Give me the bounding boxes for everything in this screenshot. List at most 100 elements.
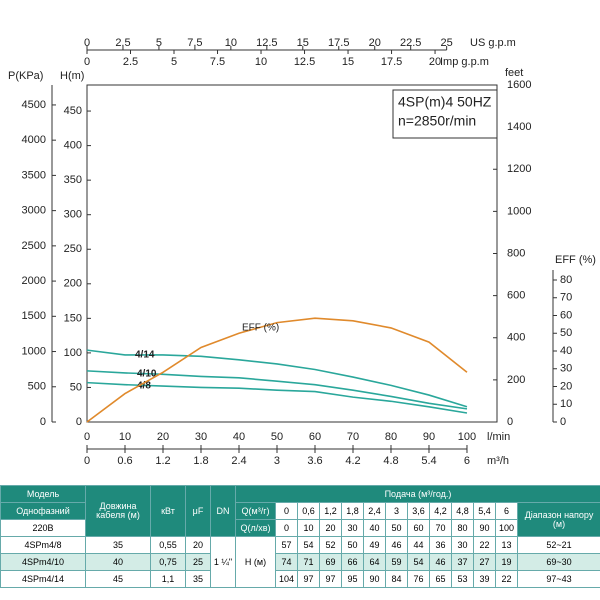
header-value: 3 <box>385 502 408 520</box>
value-cell: 84 <box>385 570 408 588</box>
value-cell: 97 <box>297 570 320 588</box>
axis-label: feet <box>505 67 523 79</box>
header-value: 70 <box>429 519 452 537</box>
tick-label: 200 <box>64 278 82 290</box>
tick-label: 600 <box>507 290 525 302</box>
value-cell: 54 <box>297 536 320 554</box>
header-value: 3,6 <box>407 502 430 520</box>
cell: 0,75 <box>150 553 186 571</box>
header-value: 2,4 <box>363 502 386 520</box>
header-value: 4,2 <box>429 502 452 520</box>
head-curve <box>86 381 468 414</box>
axis-label: H(m) <box>60 70 84 82</box>
cell: 1,1 <box>150 570 186 588</box>
value-cell: 39 <box>473 570 496 588</box>
tick-label: 15 <box>297 37 309 49</box>
value-cell: 52 <box>319 536 342 554</box>
tick-label: 22.5 <box>400 37 421 49</box>
tick-label: 4000 <box>22 134 46 146</box>
tick-label: 10 <box>119 431 131 443</box>
header-cell: Однофазний <box>0 502 86 520</box>
value-cell: 46 <box>385 536 408 554</box>
tick-label: 5.4 <box>421 455 436 467</box>
header-value: 0 <box>275 502 298 520</box>
value-cell: 64 <box>363 553 386 571</box>
model-cell: 4SPm4/8 <box>0 536 86 554</box>
value-cell: 66 <box>341 553 364 571</box>
header-cell: μF <box>185 485 211 537</box>
tick-label: 0 <box>560 416 566 428</box>
value-cell: 69 <box>319 553 342 571</box>
tick-label: 2.4 <box>231 455 246 467</box>
value-cell: 22 <box>473 536 496 554</box>
value-cell: 76 <box>407 570 430 588</box>
cell: 0,55 <box>150 536 186 554</box>
axis-label: EFF (%) <box>555 254 596 266</box>
value-cell: 54 <box>407 553 430 571</box>
value-cell: 104 <box>275 570 298 588</box>
table-row: 4SPm4/10 40 0,75 25 74 71 69 66 64 59 54 46 37 27 19 69… <box>0 553 600 571</box>
tick-label: 1400 <box>507 121 531 133</box>
tick-label: 2.5 <box>123 56 138 68</box>
header-cell: 220В <box>0 519 86 537</box>
cell: H (м) <box>235 536 276 588</box>
model-cell: 4SPm4/10 <box>0 553 86 571</box>
tick-label: 10 <box>225 37 237 49</box>
header-value: 60 <box>407 519 430 537</box>
tick-label: 0 <box>507 416 513 428</box>
tick-label: 80 <box>385 431 397 443</box>
tick-label: 70 <box>560 292 572 304</box>
header-value: 6 <box>495 502 518 520</box>
tick-label: 3000 <box>22 205 46 217</box>
tick-label: 100 <box>458 431 476 443</box>
tick-label: 2.5 <box>115 37 130 49</box>
tick-label: 350 <box>64 174 82 186</box>
value-cell: 90 <box>363 570 386 588</box>
head-curve <box>86 370 468 410</box>
tick-label: 3.6 <box>307 455 322 467</box>
tick-label: 17.5 <box>381 56 402 68</box>
value-cell: 46 <box>429 553 452 571</box>
tick-label: 2500 <box>22 240 46 252</box>
tick-label: 25 <box>441 37 453 49</box>
value-cell: 71 <box>297 553 320 571</box>
header-value: 20 <box>319 519 342 537</box>
header-value: 100 <box>495 519 518 537</box>
value-cell: 74 <box>275 553 298 571</box>
header-value: 90 <box>473 519 496 537</box>
value-cell: 22 <box>495 570 518 588</box>
model-cell: 4SPm4/14 <box>0 570 86 588</box>
tick-label: 60 <box>560 309 572 321</box>
cell: 40 <box>85 553 151 571</box>
series-label: 4/14 <box>135 350 155 361</box>
axis-label: US g.p.m <box>470 37 516 49</box>
value-cell: 27 <box>473 553 496 571</box>
tick-label: 15 <box>342 56 354 68</box>
tick-label: 30 <box>560 363 572 375</box>
tick-label: 1.8 <box>193 455 208 467</box>
header-value: 1,2 <box>319 502 342 520</box>
tick-label: 1.2 <box>155 455 170 467</box>
axis-label: l/min <box>487 431 510 443</box>
tick-label: 450 <box>64 105 82 117</box>
header-cell: DN <box>210 485 236 537</box>
value-cell: 53 <box>451 570 474 588</box>
tick-label: 0.6 <box>117 455 132 467</box>
tick-label: 1000 <box>22 345 46 357</box>
series-label: 4/10 <box>137 369 157 380</box>
tick-label: 400 <box>507 332 525 344</box>
axis-label: Imp g.p.m <box>440 56 489 68</box>
value-cell: 30 <box>451 536 474 554</box>
header-cell: Довжина кабеля (м) <box>85 485 151 537</box>
value-cell: 59 <box>385 553 408 571</box>
value-cell: 95 <box>341 570 364 588</box>
value-cell: 97 <box>319 570 342 588</box>
tick-label: 1000 <box>507 205 531 217</box>
tick-label: 40 <box>560 345 572 357</box>
axis-label: P(KPa) <box>8 70 43 82</box>
tick-label: 80 <box>560 274 572 286</box>
value-cell: 49 <box>363 536 386 554</box>
tick-label: 400 <box>64 140 82 152</box>
tick-label: 0 <box>76 416 82 428</box>
